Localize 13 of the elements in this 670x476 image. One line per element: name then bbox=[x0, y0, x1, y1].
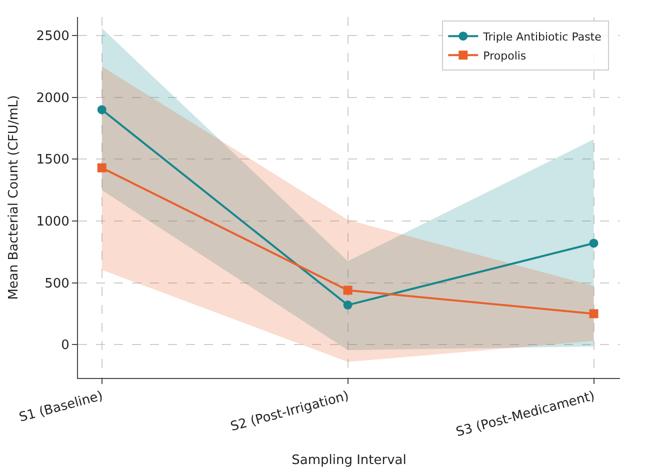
y-tick-label: 0 bbox=[61, 338, 70, 354]
point bbox=[589, 309, 598, 318]
x-axis-title: Sampling Interval bbox=[292, 452, 406, 468]
legend-label: Triple Antibiotic Paste bbox=[482, 30, 602, 44]
point bbox=[343, 286, 352, 295]
y-tick-label: 2500 bbox=[36, 29, 70, 44]
legend-label: Propolis bbox=[483, 49, 526, 62]
point bbox=[97, 163, 106, 172]
y-tick-label: 2000 bbox=[36, 90, 70, 106]
y-tick-label: 1500 bbox=[36, 152, 70, 168]
y-axis-title: Mean Bacterial Count (CFU/mL) bbox=[6, 95, 22, 300]
y-tick-label: 1000 bbox=[36, 214, 70, 230]
y-tick-label: 500 bbox=[44, 276, 70, 292]
